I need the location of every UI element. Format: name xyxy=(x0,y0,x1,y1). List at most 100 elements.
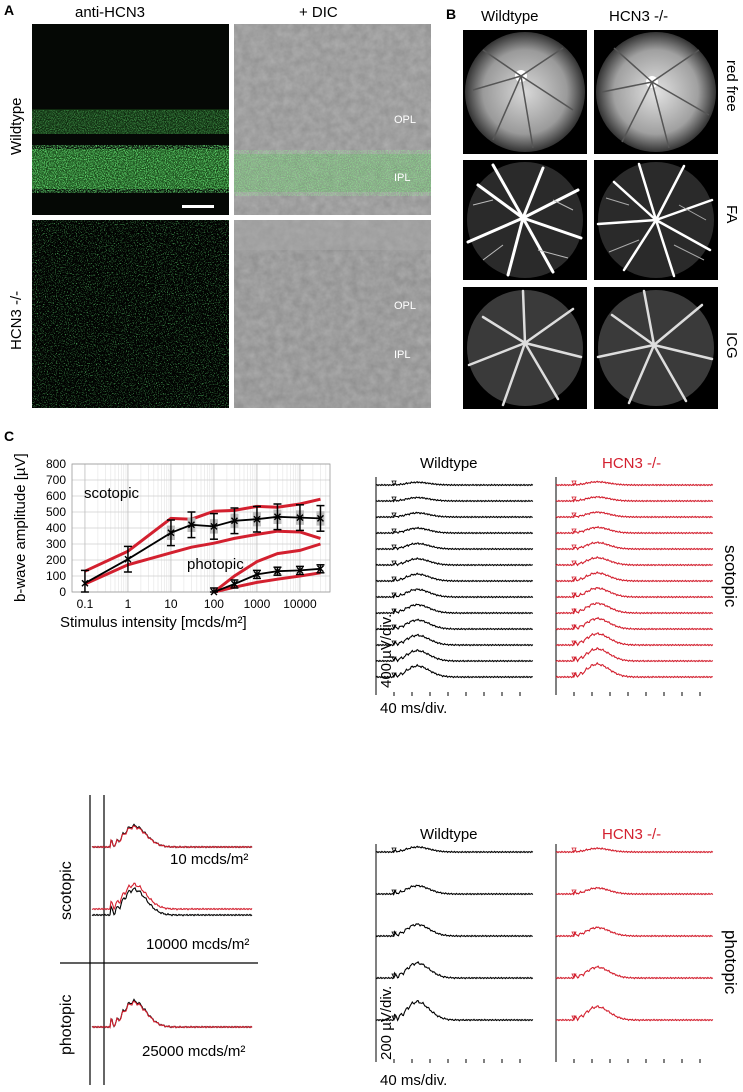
stim-marker xyxy=(571,1015,577,1021)
stim-marker xyxy=(391,624,397,630)
trace-line xyxy=(555,555,714,567)
panel-a-title-dic: + DIC xyxy=(299,4,338,21)
data-point xyxy=(316,514,324,522)
trace-line xyxy=(555,495,714,503)
stim-marker xyxy=(571,931,577,937)
stim-marker xyxy=(391,544,397,550)
traces-wildtype-photopic xyxy=(375,844,534,1063)
trace-line xyxy=(555,846,714,854)
data-point xyxy=(230,517,238,525)
trace-title-hcn3-top: HCN3 -/- xyxy=(602,455,662,472)
micrograph-wildtype-dic: OPL IPL xyxy=(234,24,431,215)
stim-marker xyxy=(391,480,397,486)
stim-marker xyxy=(391,656,397,662)
trace-line xyxy=(375,481,534,487)
trace-line xyxy=(375,648,534,663)
y-tick-label: 200 xyxy=(46,553,66,567)
stim-marker xyxy=(391,560,397,566)
panel-a-title-anti-hcn3: anti-HCN3 xyxy=(75,4,146,21)
scale-40ms-top: 40 ms/div. xyxy=(380,700,448,717)
chart-annotation-scotopic: scotopic xyxy=(84,485,140,502)
trace-line xyxy=(555,541,714,551)
stim-marker xyxy=(571,480,577,486)
overlay-label-10: 10 mcds/m² xyxy=(170,851,249,868)
x-tick-label: 100 xyxy=(204,597,224,611)
scale-400uv: 400 µV/div. xyxy=(378,613,395,688)
stim-marker xyxy=(391,528,397,534)
y-tick-label: 300 xyxy=(46,537,66,551)
series-line-0 xyxy=(84,515,321,584)
overlay-label-10000: 10000 mcds/m² xyxy=(146,936,250,953)
stim-marker xyxy=(571,512,577,518)
trace-line xyxy=(555,571,714,583)
stim-marker xyxy=(391,672,397,678)
x-tick-label: 0.1 xyxy=(77,597,94,611)
traces-hcn3-scotopic xyxy=(555,477,714,696)
row-label-red-free: red free xyxy=(723,60,740,112)
trace-title-wildtype-bottom: Wildtype xyxy=(420,826,478,843)
stim-marker xyxy=(391,512,397,518)
row-label-fa: FA xyxy=(723,205,740,224)
y-tick-label: 100 xyxy=(46,569,66,583)
trace-line xyxy=(555,632,714,647)
x-tick-label: 10000 xyxy=(283,597,317,611)
trace-line xyxy=(375,526,534,535)
panel-label-c: C xyxy=(4,428,15,444)
micrograph-hcn3-fluorescence xyxy=(32,220,229,408)
trace-title-hcn3-bottom: HCN3 -/- xyxy=(602,826,662,843)
y-tick-label: 600 xyxy=(46,489,66,503)
trace-line xyxy=(555,616,714,631)
trace-line xyxy=(555,510,713,519)
panel-label-b: B xyxy=(446,6,457,22)
scale-40ms-bottom: 40 ms/div. xyxy=(380,1072,448,1089)
data-point xyxy=(230,580,238,588)
stim-marker xyxy=(571,576,577,582)
trace-line xyxy=(375,633,534,647)
overlay-row-photopic: photopic xyxy=(58,994,75,1056)
stim-marker xyxy=(571,560,577,566)
y-tick-label: 800 xyxy=(46,457,66,471)
stim-marker xyxy=(571,640,577,646)
stim-marker xyxy=(571,656,577,662)
data-point xyxy=(124,555,132,563)
fundus-hcn3-fa xyxy=(594,160,718,280)
x-tick-label: 10 xyxy=(164,597,178,611)
fundus-wildtype-fa xyxy=(463,160,587,280)
trace-line xyxy=(375,588,534,599)
trace-line xyxy=(555,1005,714,1022)
overlay-trace xyxy=(91,825,253,849)
overlay-label-25000: 25000 mcds/m² xyxy=(142,1043,246,1060)
stim-marker xyxy=(571,672,577,678)
layer-label-opl: OPL xyxy=(394,114,417,126)
band-lower-0 xyxy=(84,529,321,586)
panel-b-title-wildtype: Wildtype xyxy=(481,8,539,25)
data-point xyxy=(273,567,281,575)
panel-b-title-hcn3: HCN3 -/- xyxy=(609,8,669,25)
band-upper-1 xyxy=(213,542,321,594)
x-axis-label: Stimulus intensity [mcds/m²] xyxy=(60,614,247,631)
overlay-trace xyxy=(91,1000,253,1029)
stim-marker xyxy=(391,608,397,614)
layer-label-ipl-ko: IPL xyxy=(394,349,411,361)
trace-line xyxy=(555,525,714,535)
stim-marker xyxy=(571,592,577,598)
y-tick-label: 400 xyxy=(46,521,66,535)
trace-line xyxy=(555,886,714,896)
label-scotopic-right: scotopic xyxy=(721,545,740,608)
label-photopic-right: photopic xyxy=(721,930,740,995)
trace-line xyxy=(375,618,534,631)
traces-hcn3-photopic xyxy=(555,844,714,1063)
trace-line xyxy=(375,884,534,896)
data-point xyxy=(253,515,261,523)
y-axis-label: b-wave amplitude [µV] xyxy=(12,453,29,602)
trace-line xyxy=(555,965,714,980)
trace-line xyxy=(555,601,714,615)
stim-marker xyxy=(571,496,577,502)
stim-marker xyxy=(391,889,397,895)
trace-line xyxy=(375,923,533,938)
trace-line xyxy=(555,926,713,938)
stim-marker xyxy=(391,1015,397,1021)
stim-marker xyxy=(571,847,577,853)
data-point xyxy=(210,522,218,530)
trace-line xyxy=(555,480,714,487)
